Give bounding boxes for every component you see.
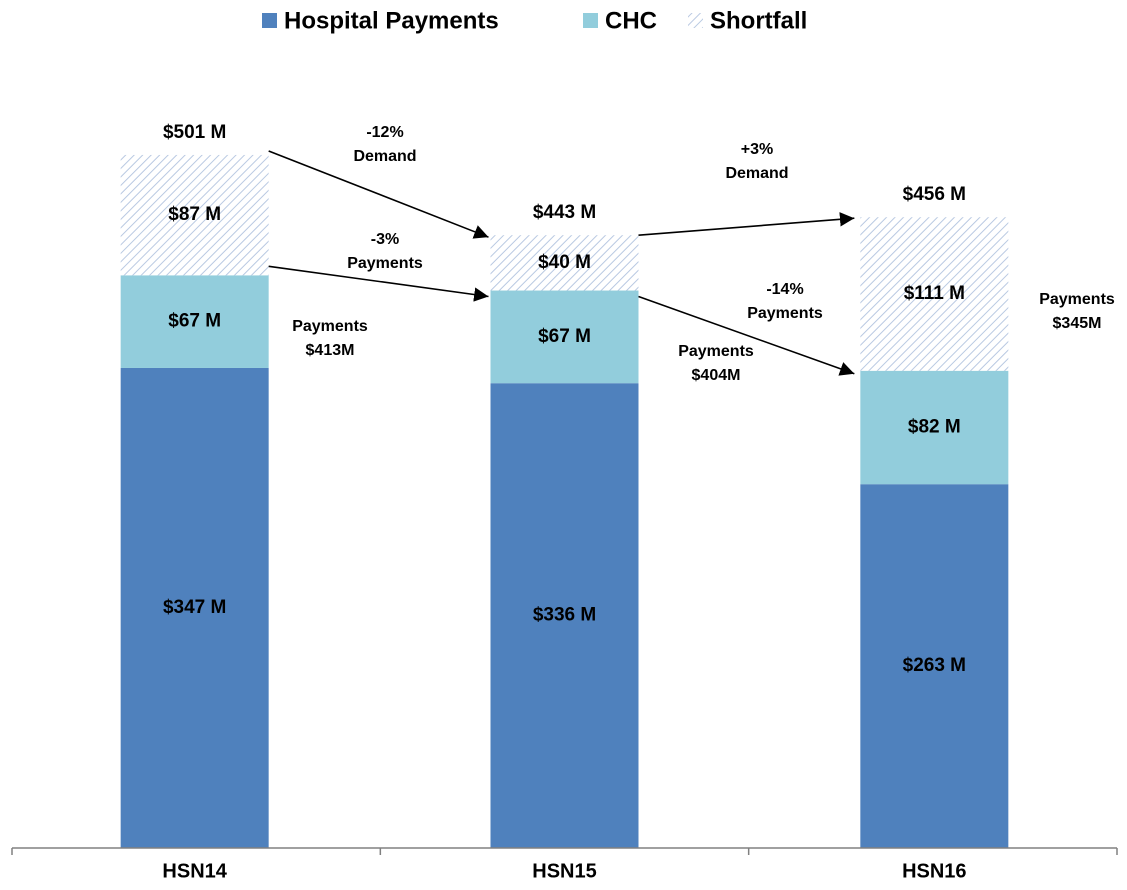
annotation: $413M [306, 342, 355, 359]
bar-segment [860, 484, 1009, 848]
bar-segment [120, 275, 269, 368]
x-tick-label: HSN14 [162, 860, 227, 882]
value-label: $67 M [168, 311, 221, 332]
annotation: $345M [1053, 315, 1102, 332]
bar-segment [490, 235, 639, 291]
bar-segment [120, 154, 269, 276]
legend-swatch [583, 13, 598, 28]
bar-segment [120, 367, 269, 848]
value-label: $87 M [168, 204, 221, 225]
value-label: $111 M [904, 283, 965, 304]
annotation: Payments [1039, 291, 1115, 308]
legend-swatch [262, 13, 277, 28]
bar-segment [490, 290, 639, 384]
annotation: -3% [371, 231, 399, 248]
total-label: $501 M [163, 122, 226, 143]
annotation: $404M [692, 367, 741, 384]
annotation: +3% [741, 141, 773, 158]
total-label: $456 M [903, 184, 966, 205]
value-label: $82 M [908, 416, 961, 437]
legend-label: CHC [605, 7, 657, 34]
x-tick-label: HSN16 [902, 860, 966, 882]
legend-label: Shortfall [710, 7, 807, 34]
arrow [638, 212, 855, 236]
annotation: Payments [678, 343, 754, 360]
value-label: $263 M [903, 655, 966, 676]
bar-segment [860, 217, 1009, 371]
total-label: $443 M [533, 202, 596, 223]
annotation: -14% [766, 281, 803, 298]
annotation: Payments [347, 255, 423, 272]
legend-swatch [688, 13, 703, 28]
legend-label: Hospital Payments [284, 7, 499, 34]
bar-segment [490, 383, 639, 848]
value-label: $67 M [538, 326, 591, 347]
annotation: -12% [366, 124, 403, 141]
value-label: $336 M [533, 605, 596, 626]
value-label: $40 M [538, 252, 591, 273]
arrow [638, 295, 855, 376]
annotation: Demand [353, 148, 416, 165]
annotation: Demand [725, 165, 788, 182]
annotation: Payments [747, 305, 823, 322]
x-tick-label: HSN15 [532, 860, 596, 882]
value-label: $347 M [163, 597, 226, 618]
arrow [268, 265, 489, 302]
arrow [268, 150, 489, 239]
bar-segment [860, 370, 1009, 485]
annotation: Payments [292, 318, 368, 335]
